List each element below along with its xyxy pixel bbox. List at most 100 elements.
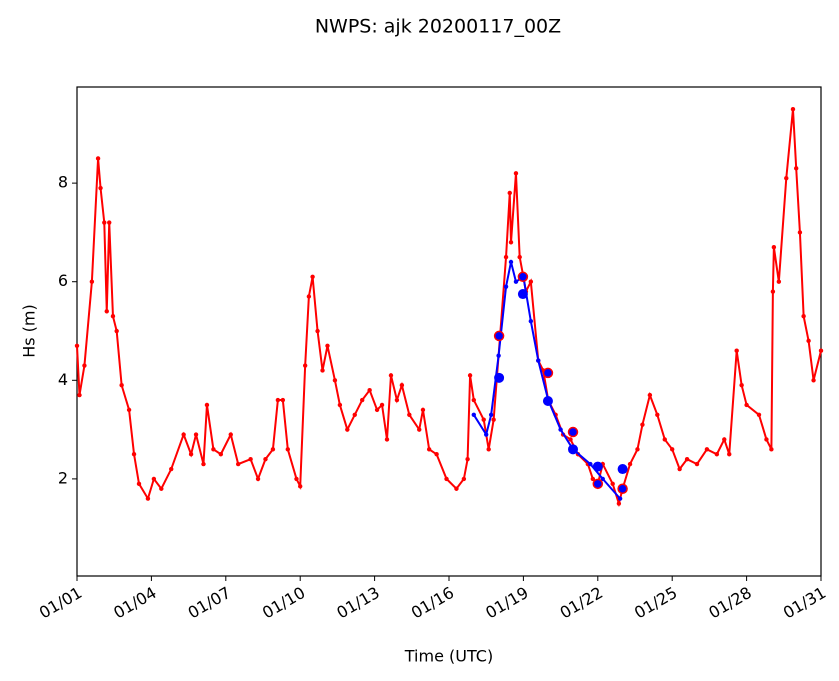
data-point [592,461,603,472]
data-point [513,279,519,284]
data-point [107,220,112,225]
data-point [503,284,509,289]
y-axis-label: Hs (m) [20,304,39,358]
data-point [102,220,107,225]
data-point [617,483,628,494]
data-point [104,309,109,314]
data-point [181,432,186,437]
data-point [193,432,199,437]
data-point [471,397,476,403]
data-point [567,426,579,438]
data-point [131,452,137,457]
data-point [270,447,276,452]
data-point [684,456,690,462]
data-point [727,452,732,457]
data-point [228,432,233,437]
data-point [211,447,216,452]
data-point [503,254,509,260]
data-point [493,330,505,342]
x-tick-label: 01/25 [631,583,680,623]
data-point [98,185,103,191]
data-point [159,486,164,491]
data-point [640,422,645,427]
data-point [188,452,194,457]
data-point [315,328,320,334]
data-point [784,175,789,181]
data-point [590,476,596,482]
data-point [280,397,286,403]
data-point [77,392,82,398]
data-point [110,314,116,319]
data-point [494,372,505,383]
data-point [588,461,593,467]
data-point [126,407,132,413]
data-point [507,190,512,196]
data-point [367,387,372,393]
data-point [771,245,777,250]
data-point [542,396,553,407]
data-point [399,383,405,388]
data-point [744,402,749,408]
data-point [298,484,303,489]
data-point [374,407,380,413]
data-point [201,461,206,467]
data-point [769,447,774,452]
data-point [95,156,101,161]
data-point [384,437,390,442]
data-point [818,348,824,353]
data-point [82,363,87,368]
data-point [461,476,467,482]
y-tick-label: 2 [58,468,68,487]
data-point [379,402,385,408]
series-line [472,261,621,500]
data-point [320,368,325,373]
data-point [542,367,554,379]
data-point [426,447,432,452]
data-point [169,466,174,472]
data-point [704,447,710,452]
data-point [616,501,622,506]
x-tick-label: 01/04 [110,583,159,623]
data-point [647,392,653,398]
data-point [797,230,803,235]
data-point [465,456,470,462]
data-point [454,486,459,491]
data-point [481,417,486,422]
data-point [770,289,776,294]
data-point [528,279,534,284]
data-point [360,397,365,403]
data-point [617,496,623,501]
data-point [694,461,700,467]
data-point [568,437,573,442]
data-point [600,476,605,482]
data-point [263,456,268,462]
data-point [536,358,541,363]
data-point [388,373,394,378]
data-point [306,294,312,299]
data-point [491,417,496,422]
data-point [790,106,796,112]
y-tick-label: 4 [58,370,68,389]
data-point [302,363,308,368]
data-point [655,412,660,418]
data-point [764,437,769,442]
data-point [89,279,95,284]
data-point [204,402,210,408]
data-point [592,478,604,490]
data-point [151,476,157,482]
chart-title: NWPS: ajk 20200117_00Z [315,16,561,38]
data-point [508,240,514,245]
data-point [467,373,473,378]
x-tick-label: 01/07 [185,583,234,623]
data-point [145,496,151,501]
data-point [677,466,682,472]
y-tick-label: 6 [58,271,68,290]
data-point [285,447,290,452]
data-point [486,447,491,452]
x-tick-label: 01/16 [408,583,457,623]
data-point [517,289,528,300]
x-tick-label: 01/10 [259,583,308,623]
data-point [776,279,782,284]
data-point [670,447,675,452]
x-tick-label: 01/31 [780,583,829,623]
